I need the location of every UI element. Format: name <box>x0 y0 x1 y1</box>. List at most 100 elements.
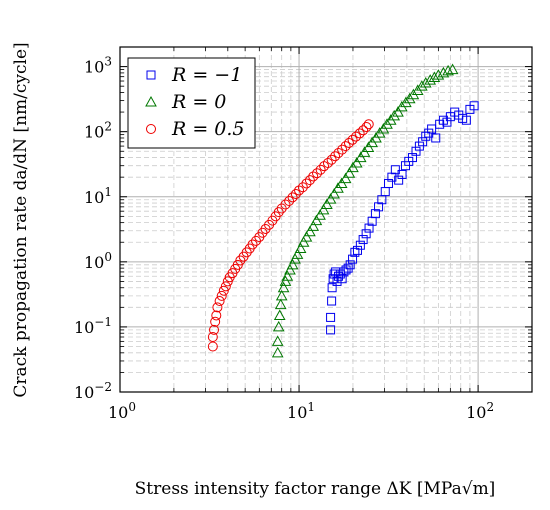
data-point-square <box>326 312 336 322</box>
data-point-circle <box>333 148 344 159</box>
data-point-circle <box>319 161 330 172</box>
data-point-circle <box>294 185 305 196</box>
data-point-triangle <box>432 69 445 80</box>
data-point-circle <box>207 341 218 352</box>
data-point-square <box>370 209 380 219</box>
data-point-square <box>387 172 397 182</box>
data-point-square <box>461 115 471 125</box>
data-point-square <box>326 325 336 335</box>
data-point-square <box>337 274 347 284</box>
data-point-triangle <box>328 188 340 199</box>
data-point-circle <box>361 121 372 132</box>
data-point-square <box>361 229 371 239</box>
data-point-square <box>355 240 365 250</box>
data-point-circle <box>322 158 333 169</box>
data-point-triangle <box>419 76 432 88</box>
data-point-circle <box>212 302 223 313</box>
data-point-triangle <box>415 80 428 91</box>
data-point-triangle <box>300 231 313 242</box>
data-point-square <box>364 223 374 233</box>
data-point-circle <box>343 137 354 148</box>
axis-ticks: 100 101 102 10−2 10−1 100 101 102 103 <box>74 46 533 422</box>
data-point-triangle <box>271 346 284 358</box>
data-point-triangle <box>281 270 294 281</box>
data-point-square <box>327 283 337 293</box>
data-point-circle <box>273 207 284 218</box>
data-point-triangle <box>297 236 310 247</box>
data-point-square <box>390 165 400 175</box>
data-point-square <box>348 254 358 264</box>
data-point-circle <box>363 119 374 130</box>
data-point-square <box>352 245 362 255</box>
data-point-circle <box>347 134 358 145</box>
data-point-triangle <box>424 74 437 85</box>
data-series <box>207 63 479 358</box>
x-tick-label: 102 <box>466 400 494 422</box>
data-point-square <box>427 124 437 134</box>
data-point-triangle <box>286 258 299 270</box>
legend-marker-square <box>146 70 156 80</box>
data-point-square <box>380 187 390 197</box>
series-triangle <box>271 63 459 358</box>
data-point-triangle <box>274 298 287 310</box>
data-point-circle <box>284 196 295 207</box>
y-tick-label: 103 <box>84 55 112 77</box>
data-point-square <box>345 260 355 270</box>
series-square <box>326 101 479 335</box>
data-point-triangle <box>273 309 286 320</box>
y-tick-label: 101 <box>84 185 112 207</box>
data-point-triangle <box>271 335 284 346</box>
data-point-circle <box>358 125 369 136</box>
data-point-circle <box>290 189 301 200</box>
data-point-circle <box>330 151 341 162</box>
data-point-circle <box>241 247 252 258</box>
data-point-triangle <box>310 214 323 226</box>
data-point-square <box>418 137 428 147</box>
data-point-circle <box>220 281 231 292</box>
data-point-square <box>327 296 337 306</box>
data-point-triangle <box>339 172 352 184</box>
data-point-circle <box>251 235 262 246</box>
data-point-circle <box>326 154 337 165</box>
data-point-triangle <box>307 220 320 231</box>
data-point-triangle <box>446 63 459 75</box>
legend-label: R = 0.5 <box>171 118 245 140</box>
data-point-square <box>469 101 479 111</box>
data-point-square <box>421 131 431 141</box>
data-point-circle <box>280 199 291 210</box>
plot-frame <box>119 46 533 393</box>
data-point-triangle <box>317 203 330 215</box>
legend-label: R = 0 <box>171 91 226 113</box>
data-point-triangle <box>321 198 333 210</box>
data-point-circle <box>207 331 218 342</box>
data-point-square <box>358 235 368 245</box>
data-point-circle <box>297 182 308 193</box>
data-point-circle <box>350 131 361 142</box>
data-point-triangle <box>314 209 326 220</box>
data-point-square <box>343 263 353 273</box>
series-circle <box>207 119 374 352</box>
data-point-triangle <box>304 225 316 237</box>
data-point-triangle <box>279 275 292 286</box>
data-point-square <box>411 146 421 156</box>
data-point-circle <box>340 141 351 152</box>
data-point-circle <box>247 239 258 250</box>
data-point-square <box>431 133 441 143</box>
y-tick-label: 10−2 <box>74 380 112 402</box>
data-point-triangle <box>442 64 454 76</box>
data-point-circle <box>354 128 365 139</box>
data-point-triangle <box>291 248 304 259</box>
data-point-square <box>384 178 394 188</box>
data-point-triangle <box>294 242 307 254</box>
data-point-triangle <box>437 66 450 78</box>
data-point-square <box>442 117 452 127</box>
data-point-circle <box>337 144 348 155</box>
y-tick-label: 10−1 <box>74 315 112 337</box>
data-point-square <box>374 202 384 212</box>
y-tick-label: 100 <box>84 250 112 272</box>
data-point-circle <box>211 310 222 321</box>
legend: R = −1 R = 0 R = 0.5 <box>127 57 256 149</box>
data-point-triangle <box>354 151 367 163</box>
x-axis-label: Stress intensity factor range ΔK [MPa√m] <box>135 479 496 499</box>
